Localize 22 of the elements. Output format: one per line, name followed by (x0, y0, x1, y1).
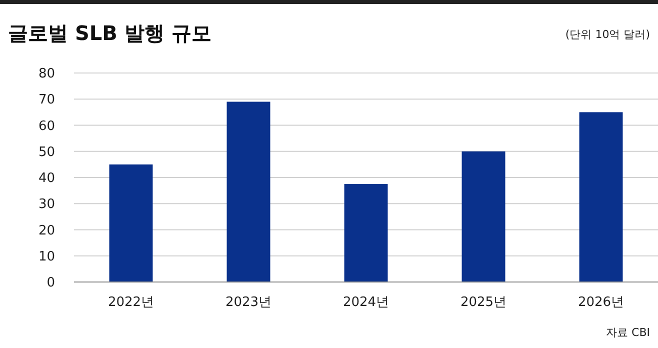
bar (226, 102, 270, 282)
x-tick-label: 2024년 (342, 295, 390, 310)
x-tick-label: 2026년 (578, 295, 624, 310)
chart-subtitle: (단위 10억 달러) (565, 28, 650, 41)
x-tick-label: 2023년 (225, 295, 272, 310)
y-tick-label: 30 (38, 197, 55, 212)
bar (344, 184, 388, 282)
y-tick-label: 70 (38, 92, 55, 108)
y-tick-label: 0 (46, 276, 55, 291)
x-tick-label: 2025년 (460, 295, 507, 310)
chart-title: 글로벌 SLB 발행 규모 (8, 21, 212, 45)
y-tick-label: 50 (38, 144, 55, 160)
bar (462, 151, 506, 282)
y-tick-label: 20 (38, 223, 55, 238)
y-tick-label: 60 (38, 118, 55, 134)
bar (109, 164, 153, 282)
y-tick-label: 40 (38, 171, 55, 186)
bar (579, 112, 623, 282)
text: 자료 CBI (606, 326, 650, 339)
y-tick-label: 80 (38, 66, 55, 82)
x-tick-label: 2022년 (108, 295, 154, 310)
y-tick-label: 10 (38, 249, 55, 264)
